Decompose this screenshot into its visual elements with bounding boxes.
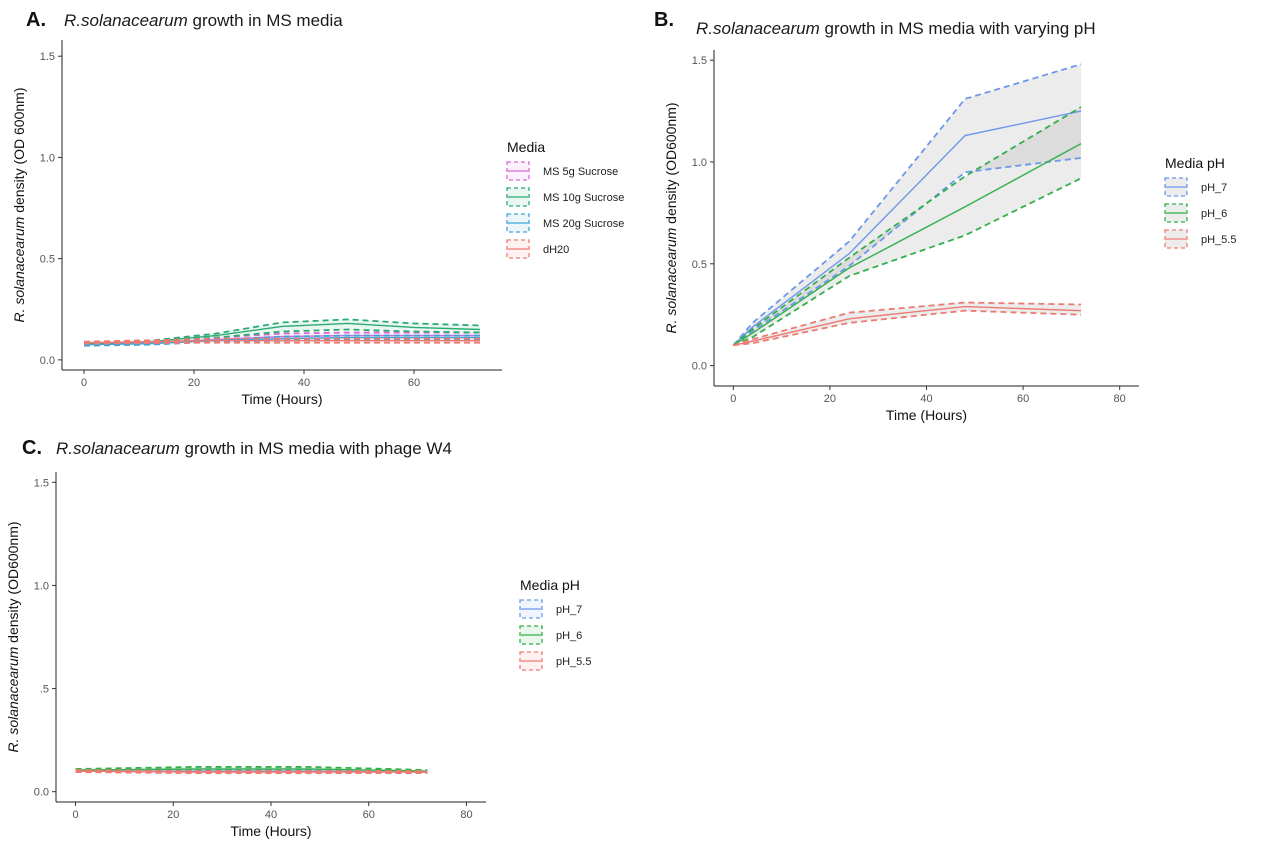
panel-letter-a: A. [26, 9, 46, 31]
series-upper-line [83, 334, 480, 345]
y-tick-label: 0.5 [692, 259, 707, 271]
series-mean-line [732, 110, 1082, 346]
series-upper-line [732, 106, 1082, 346]
x-tick-label: 0 [81, 377, 87, 389]
x-tick-label: 60 [408, 377, 420, 389]
y-tick-label: 1.5 [34, 477, 49, 489]
series-lower-line [83, 341, 480, 345]
legend-item: pH_7 [519, 599, 582, 619]
x-tick-label: 60 [1017, 393, 1029, 405]
y-tick-label: 0.0 [40, 355, 55, 367]
chart-b: B. R.solanacearum growth in MS media with… [654, 9, 1236, 423]
legend-item: MS 5g Sucrose [506, 161, 618, 181]
x-axis-label-b: Time (Hours) [886, 407, 967, 423]
y-axis-label-c: R. solanacearum density (OD600nm) [5, 521, 21, 752]
y-tick-label: 1.0 [692, 157, 707, 169]
y-tick-label: 1.5 [40, 51, 55, 63]
series-lower-line [733, 309, 1082, 347]
chart-title-a: R.solanacearum growth in MS media [64, 11, 343, 30]
legend-item: MS 20g Sucrose [506, 213, 624, 233]
series-upper-line [732, 63, 1082, 346]
legend-label: pH_6 [1201, 208, 1227, 220]
x-tick-label: 40 [920, 393, 932, 405]
legend-label: MS 20g Sucrose [543, 218, 624, 230]
chart-c: C. R.solanacearum growth in MS media with… [5, 437, 591, 839]
y-axis-label-b: R. solanacearum density (OD600nm) [663, 102, 679, 333]
series-upper-line [83, 318, 481, 344]
x-axis-label-c: Time (Hours) [230, 823, 311, 839]
x-tick-label: 20 [824, 393, 836, 405]
series-upper-line [75, 766, 428, 771]
series-upper-line [75, 769, 428, 772]
y-tick-label: 1.5 [692, 55, 707, 67]
y-axis-label-a: R. solanacearum density (OD 600nm) [11, 88, 27, 323]
legend-label: MS 5g Sucrose [543, 166, 618, 178]
legend-label: pH_7 [556, 604, 582, 616]
chart-title-c: R.solanacearum growth in MS media with p… [56, 439, 452, 458]
series-upper-line [83, 337, 480, 343]
series-mean-line [83, 339, 480, 344]
y-tick-label: 1.0 [34, 580, 49, 592]
legend-title-c: Media pH [520, 577, 580, 593]
series-upper-line [733, 301, 1082, 347]
series-lower-line [75, 771, 428, 775]
x-tick-label: 20 [167, 809, 179, 821]
legend-label: dH20 [543, 244, 569, 256]
series-lower-line [732, 177, 1082, 347]
legend-title-b: Media pH [1165, 155, 1225, 171]
x-tick-label: 20 [188, 377, 200, 389]
x-tick-label: 40 [265, 809, 277, 821]
legend-item: MS 10g Sucrose [506, 187, 624, 207]
x-tick-label: 80 [460, 809, 472, 821]
legend-label: MS 10g Sucrose [543, 192, 624, 204]
series-mean-line [75, 768, 428, 772]
x-tick-label: 0 [730, 393, 736, 405]
y-tick-label: 0.0 [34, 787, 49, 799]
x-tick-label: 60 [363, 809, 375, 821]
y-tick-label: 0.5 [40, 254, 55, 266]
panel-letter-b: B. [654, 9, 674, 31]
legend-item: pH_5.5 [519, 651, 591, 671]
series-upper-line [83, 331, 480, 344]
chart-title-b: R.solanacearum growth in MS media with v… [696, 19, 1096, 38]
series-lower-line [732, 157, 1082, 346]
series-mean-line [732, 143, 1082, 346]
series-lower-line [83, 338, 480, 347]
legend-label: pH_5.5 [1201, 234, 1236, 246]
series-mean-line [733, 305, 1082, 346]
legend-label: pH_5.5 [556, 656, 591, 668]
panel-letter-c: C. [22, 437, 42, 459]
series-mean-line [75, 770, 428, 773]
x-tick-label: 80 [1114, 393, 1126, 405]
x-tick-label: 40 [298, 377, 310, 389]
x-tick-label: 0 [72, 809, 78, 821]
panel-a: A. R.solanacearum growth in MS media 0 20 40… [0, 0, 640, 420]
legend-item: pH_6 [1164, 203, 1227, 223]
y-tick-label: 0.0 [692, 361, 707, 373]
legend-title-a: Media [507, 139, 545, 155]
y-tick-label: .5 [40, 684, 49, 696]
series-lower-line [83, 328, 481, 346]
y-tick-label: 1.0 [40, 152, 55, 164]
panel-b: B. R.solanacearum growth in MS media with… [640, 0, 1282, 430]
legend-item: dH20 [506, 239, 569, 259]
legend-item: pH_7 [1164, 177, 1227, 197]
panel-c: C. R.solanacearum growth in MS media with… [0, 428, 640, 852]
legend-item: pH_6 [519, 625, 582, 645]
x-axis-label-a: Time (Hours) [241, 391, 322, 407]
legend-label: pH_6 [556, 630, 582, 642]
legend-item: pH_5.5 [1164, 229, 1236, 249]
legend-label: pH_7 [1201, 182, 1227, 194]
series-band [733, 302, 1082, 346]
chart-a: A. R.solanacearum growth in MS media 0 20 40… [11, 9, 624, 407]
